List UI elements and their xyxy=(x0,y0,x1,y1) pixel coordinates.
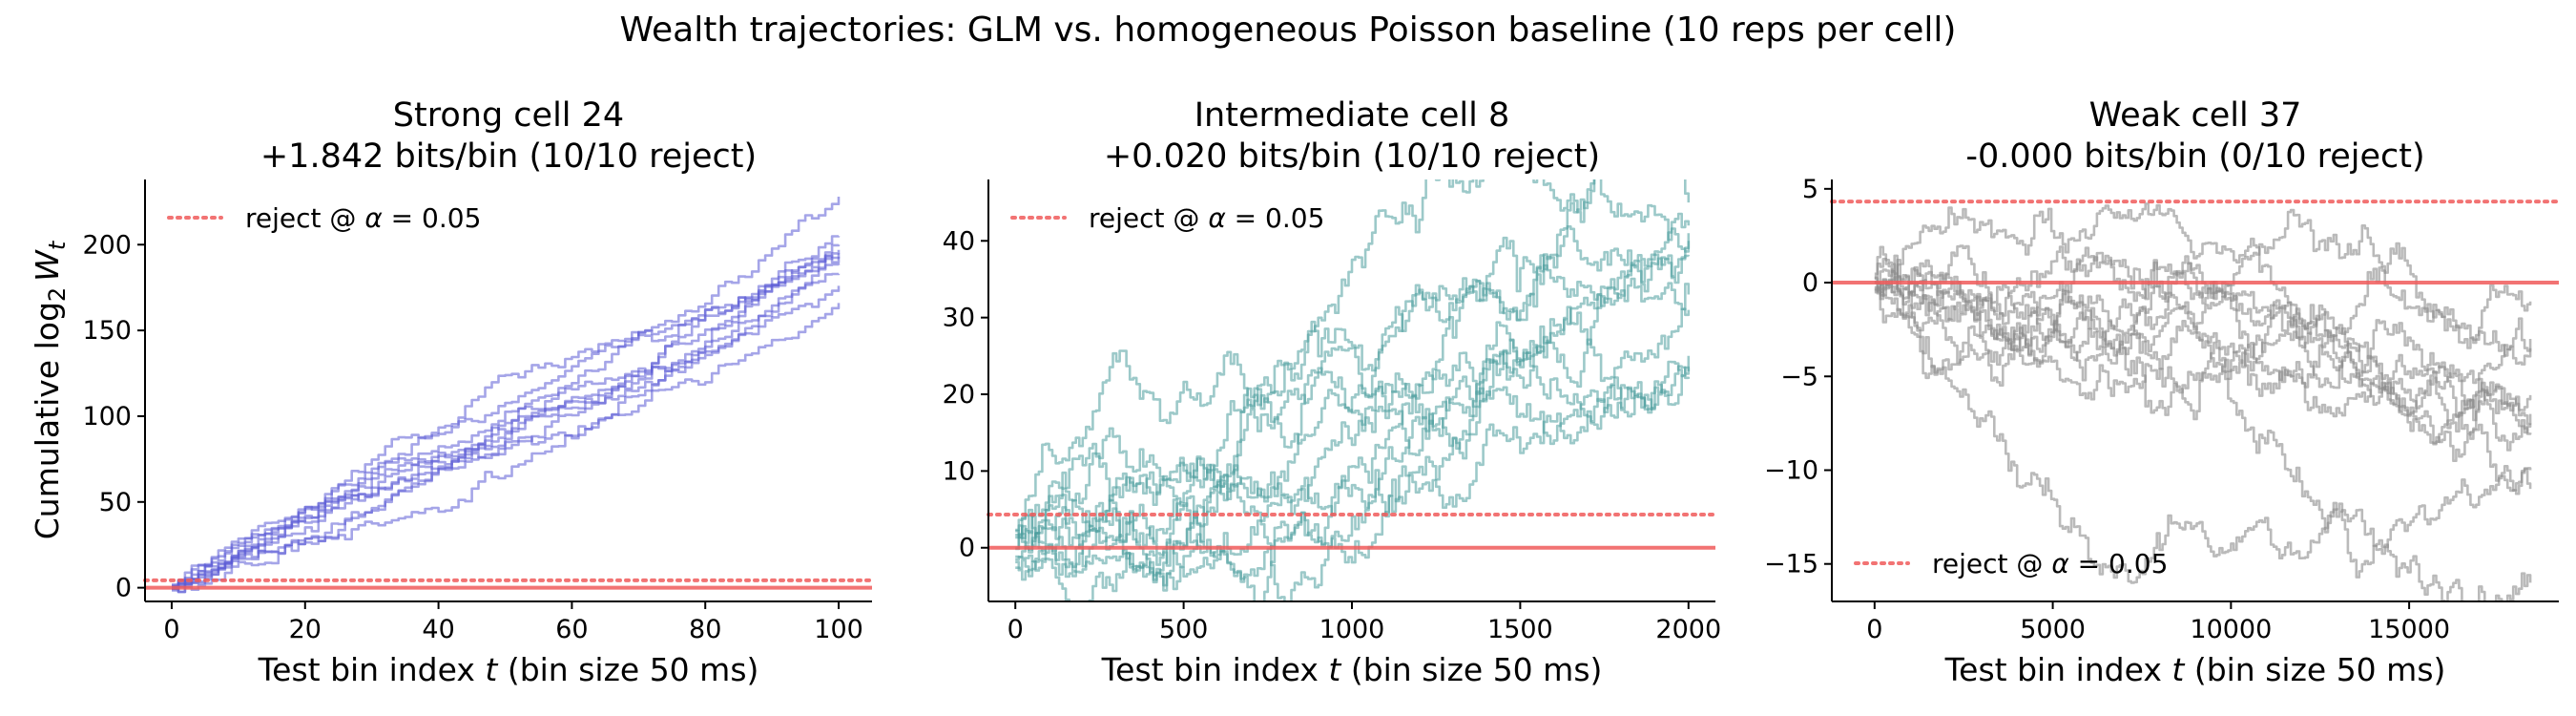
x-tick-label: 60 xyxy=(555,615,588,644)
legend-label: reject @ α = 0.05 xyxy=(1932,548,2168,579)
panel-title: Weak cell 37 xyxy=(2089,96,2302,135)
x-axis-label: Test bin index t (bin size 50 ms) xyxy=(1944,651,2446,688)
trajectories xyxy=(1015,179,1691,601)
x-tick-label: 500 xyxy=(1159,615,1209,644)
trajectory-line xyxy=(1015,321,1691,550)
panel-subtitle: -0.000 bits/bin (0/10 reject) xyxy=(1965,137,2424,176)
legend: reject @ α = 0.05 xyxy=(1854,548,2168,579)
trajectory-line xyxy=(1874,269,2532,584)
y-tick-label: 50 xyxy=(99,488,132,517)
y-tick-label: 30 xyxy=(943,304,975,333)
x-axis-label: Test bin index t (bin size 50 ms) xyxy=(258,651,759,688)
panel-2: Intermediate cell 8+0.020 bits/bin (10/1… xyxy=(943,96,1721,688)
y-tick-label: 10 xyxy=(943,456,975,486)
panel-subtitle: +1.842 bits/bin (10/10 reject) xyxy=(260,137,757,176)
trajectory-line xyxy=(1874,280,2532,434)
y-tick-label: 20 xyxy=(943,380,975,410)
x-tick-label: 80 xyxy=(689,615,721,644)
trajectory-line xyxy=(1874,279,2532,601)
trajectory-line xyxy=(1015,360,1691,601)
y-tick-label: 200 xyxy=(82,230,132,260)
trajectory-line xyxy=(1015,355,1691,601)
x-tick-label: 20 xyxy=(289,615,322,644)
trajectory-line xyxy=(172,263,841,588)
trajectories xyxy=(172,197,841,594)
trajectories xyxy=(1874,202,2532,601)
x-tick-label: 100 xyxy=(814,615,863,644)
figure-suptitle: Wealth trajectories: GLM vs. homogeneous… xyxy=(620,11,1957,50)
trajectory-line xyxy=(172,249,841,592)
panel-3: Weak cell 37-0.000 bits/bin (0/10 reject… xyxy=(1764,96,2561,688)
trajectory-line xyxy=(1015,233,1691,601)
trajectory-line xyxy=(172,254,841,588)
x-tick-label: 1000 xyxy=(1319,615,1385,644)
y-tick-label: −15 xyxy=(1764,550,1818,579)
y-tick-label: 150 xyxy=(82,316,132,346)
y-tick-label: 5 xyxy=(1802,175,1818,204)
trajectory-line xyxy=(172,197,841,587)
x-tick-label: 10000 xyxy=(2190,615,2272,644)
y-axis-label: Cumulative log2Wt xyxy=(29,240,71,539)
trajectory-line xyxy=(172,303,841,594)
panel-subtitle: +0.020 bits/bin (10/10 reject) xyxy=(1104,137,1600,176)
trajectory-line xyxy=(172,285,841,591)
x-axis-label: Test bin index t (bin size 50 ms) xyxy=(1101,651,1603,688)
trajectory-line xyxy=(1874,202,2532,495)
x-tick-label: 5000 xyxy=(2020,615,2086,644)
y-tick-label: 100 xyxy=(82,402,132,432)
trajectory-line xyxy=(172,253,841,594)
trajectory-line xyxy=(1015,283,1691,580)
x-tick-label: 0 xyxy=(163,615,179,644)
y-tick-label: −5 xyxy=(1780,362,1818,391)
trajectory-line xyxy=(1015,179,1691,532)
x-tick-label: 15000 xyxy=(2368,615,2450,644)
x-tick-label: 40 xyxy=(422,615,454,644)
panel-title: Strong cell 24 xyxy=(393,96,624,135)
legend: reject @ α = 0.05 xyxy=(1010,202,1324,234)
x-tick-label: 2000 xyxy=(1655,615,1721,644)
trajectory-line xyxy=(1015,225,1691,537)
y-tick-label: 0 xyxy=(1802,268,1818,298)
trajectory-line xyxy=(1874,244,2532,418)
legend-label: reject @ α = 0.05 xyxy=(245,202,481,234)
y-tick-label: −10 xyxy=(1764,455,1818,485)
panel-1: Strong cell 24+1.842 bits/bin (10/10 rej… xyxy=(29,96,874,688)
legend-label: reject @ α = 0.05 xyxy=(1089,202,1324,234)
legend: reject @ α = 0.05 xyxy=(167,202,481,234)
x-tick-label: 1500 xyxy=(1487,615,1553,644)
x-tick-label: 0 xyxy=(1866,615,1882,644)
trajectory-line xyxy=(1874,271,2532,452)
y-tick-label: 0 xyxy=(115,574,132,603)
panel-title: Intermediate cell 8 xyxy=(1195,96,1510,135)
trajectory-line xyxy=(1015,179,1691,568)
y-tick-label: 40 xyxy=(943,226,975,256)
trajectory-line xyxy=(1874,245,2532,446)
x-tick-label: 0 xyxy=(1008,615,1024,644)
y-tick-label: 0 xyxy=(959,534,975,563)
